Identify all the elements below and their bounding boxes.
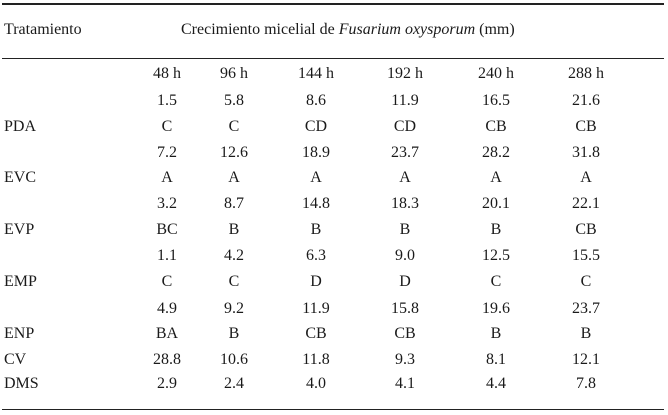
cell-letter: C [228, 118, 240, 135]
stat-value: 12.1 [572, 351, 600, 368]
cell-value: 5.8 [224, 92, 244, 109]
stat-value: 4.4 [486, 375, 506, 392]
stat-value: 2.9 [157, 375, 177, 392]
cell-value: 12.6 [220, 144, 248, 161]
row-label: DMS [4, 375, 39, 392]
column-header: 192 h [387, 65, 423, 82]
stat-value: 10.6 [220, 351, 248, 368]
cell-letter: C [161, 273, 173, 290]
column-header: 240 h [478, 65, 514, 82]
cell-value: 12.5 [482, 247, 510, 264]
cell-letter: CD [393, 118, 417, 135]
cell-letter: CB [575, 221, 597, 238]
cell-value: 9.0 [395, 247, 415, 264]
row-label: PDA [4, 118, 37, 135]
cell-value: 23.7 [572, 300, 600, 317]
cell-value: 23.7 [391, 144, 419, 161]
row-label: CV [4, 351, 27, 368]
cell-value: 22.1 [572, 195, 600, 212]
cell-letter: CB [575, 118, 597, 135]
species-name: Fusarium oxysporum [338, 21, 476, 38]
cell-letter: B [228, 221, 240, 238]
cell-letter: B [310, 221, 322, 238]
cell-value: 8.6 [306, 92, 326, 109]
cell-letter: B [228, 325, 240, 342]
cell-value: 8.7 [224, 195, 244, 212]
column-header: 288 h [568, 65, 604, 82]
stub-header: Tratamiento [4, 21, 82, 38]
stat-value: 2.4 [224, 375, 244, 392]
cell-value: 28.2 [482, 144, 510, 161]
cell-letter: C [580, 273, 592, 290]
spanner-header: Crecimiento micelial de Fusarium oxyspor… [181, 20, 515, 40]
cell-value: 20.1 [482, 195, 510, 212]
top-rule [2, 3, 664, 5]
cell-letter: D [310, 273, 322, 290]
cell-letter: A [310, 169, 322, 186]
stat-value: 9.3 [395, 351, 415, 368]
cell-value: 19.6 [482, 300, 510, 317]
cell-letter: A [490, 169, 502, 186]
stat-value: 28.8 [153, 351, 181, 368]
row-label: EMP [4, 273, 37, 290]
spanner-suffix: (mm) [475, 21, 515, 38]
cell-value: 6.3 [306, 247, 326, 264]
cell-value: 4.9 [157, 300, 177, 317]
row-label: ENP [4, 325, 35, 342]
cell-letter: CD [304, 118, 328, 135]
cell-value: 3.2 [157, 195, 177, 212]
column-header: 144 h [298, 65, 334, 82]
cell-letter: B [399, 221, 411, 238]
cell-value: 18.9 [302, 144, 330, 161]
spanner-prefix: Crecimiento micelial de [181, 21, 339, 38]
cell-letter: B [490, 221, 502, 238]
cell-value: 11.9 [391, 92, 419, 109]
stat-value: 4.0 [306, 375, 326, 392]
header-rule [2, 58, 664, 59]
cell-letter: B [490, 325, 502, 342]
cell-value: 1.5 [157, 92, 177, 109]
bottom-rule [2, 409, 664, 410]
cell-value: 9.2 [224, 300, 244, 317]
column-header: 96 h [220, 65, 248, 82]
cell-value: 16.5 [482, 92, 510, 109]
column-header: 48 h [153, 65, 181, 82]
cell-letter: D [399, 273, 411, 290]
cell-letter: CB [485, 118, 507, 135]
cell-letter: B [580, 325, 592, 342]
cell-value: 21.6 [572, 92, 600, 109]
cell-letter: A [580, 169, 592, 186]
stat-value: 4.1 [395, 375, 415, 392]
row-label: EVC [4, 169, 36, 186]
cell-letter: A [399, 169, 411, 186]
row-label: EVP [4, 221, 35, 238]
cell-value: 11.9 [302, 300, 330, 317]
cell-value: 15.5 [572, 247, 600, 264]
cell-letter: C [161, 118, 173, 135]
cell-value: 4.2 [224, 247, 244, 264]
cell-value: 18.3 [391, 195, 419, 212]
stat-value: 7.8 [576, 375, 596, 392]
cell-letter: C [228, 273, 240, 290]
cell-value: 7.2 [157, 144, 177, 161]
cell-value: 14.8 [302, 195, 330, 212]
cell-value: 1.1 [157, 247, 177, 264]
cell-letter: CB [394, 325, 416, 342]
cell-letter: BA [155, 325, 179, 342]
cell-letter: A [228, 169, 240, 186]
cell-letter: CB [305, 325, 327, 342]
stat-value: 8.1 [486, 351, 506, 368]
cell-value: 15.8 [391, 300, 419, 317]
cell-letter: C [490, 273, 502, 290]
cell-letter: A [161, 169, 173, 186]
cell-value: 31.8 [572, 144, 600, 161]
cell-letter: BC [156, 221, 178, 238]
stat-value: 11.8 [302, 351, 330, 368]
